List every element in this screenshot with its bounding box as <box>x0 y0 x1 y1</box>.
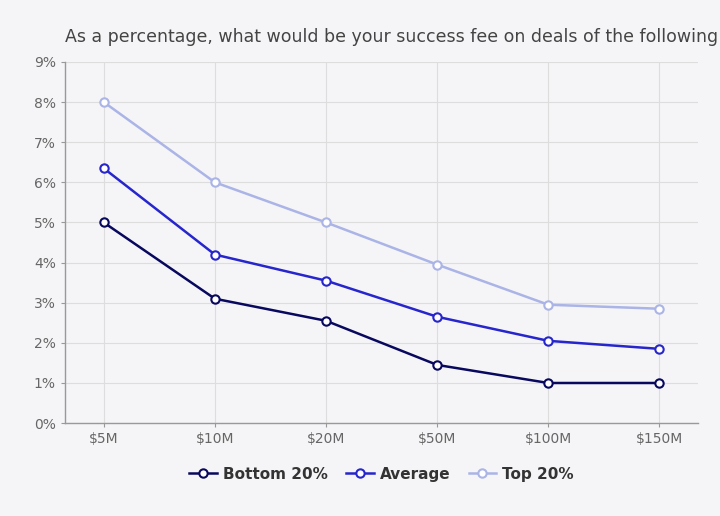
Text: As a percentage, what would be your success fee on deals of the following sizes?: As a percentage, what would be your succ… <box>65 28 720 46</box>
Legend: Bottom 20%, Average, Top 20%: Bottom 20%, Average, Top 20% <box>183 460 580 488</box>
